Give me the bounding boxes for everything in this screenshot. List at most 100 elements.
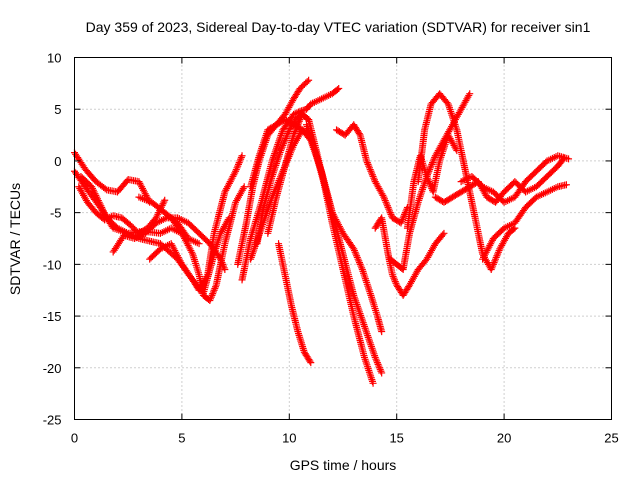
data-point xyxy=(381,197,389,205)
data-point xyxy=(446,106,454,114)
data-point xyxy=(355,257,363,265)
data-point xyxy=(307,359,315,367)
data-point xyxy=(262,131,270,139)
data-point xyxy=(494,250,502,258)
data-point xyxy=(565,155,573,163)
data-point xyxy=(282,133,290,141)
data-point xyxy=(361,273,369,281)
y-tick-label: -20 xyxy=(43,361,62,376)
data-point xyxy=(383,202,391,210)
data-point xyxy=(294,121,302,129)
data-point xyxy=(90,188,98,196)
data-point xyxy=(355,259,363,267)
data-point xyxy=(492,255,500,263)
data-point xyxy=(427,162,435,170)
series-arc6 xyxy=(146,152,246,294)
data-point xyxy=(210,286,218,294)
data-point xyxy=(363,361,371,369)
x-tick-label: 20 xyxy=(497,431,511,446)
data-point xyxy=(291,110,299,118)
data-point xyxy=(98,203,106,211)
data-point xyxy=(366,166,374,174)
data-point xyxy=(91,190,99,198)
y-tick-label: 10 xyxy=(47,51,61,66)
data-point xyxy=(284,129,292,137)
data-point xyxy=(293,122,301,130)
y-tick-label: 0 xyxy=(54,154,61,169)
data-point xyxy=(376,364,384,372)
data-point xyxy=(440,229,448,237)
data-point xyxy=(235,159,243,167)
data-point xyxy=(367,372,375,380)
data-point xyxy=(283,131,291,139)
data-point xyxy=(392,279,400,287)
series-arc15 xyxy=(275,240,315,367)
data-point xyxy=(425,178,433,186)
y-axis-label: SDTVAR / TECUs xyxy=(7,183,23,295)
data-point xyxy=(369,172,377,180)
data-point xyxy=(416,193,424,201)
data-point xyxy=(233,164,241,172)
data-point xyxy=(447,109,455,117)
data-point xyxy=(362,277,370,285)
data-point xyxy=(207,295,215,303)
data-point xyxy=(371,176,379,184)
data-point xyxy=(364,363,372,371)
data-point xyxy=(280,140,288,148)
data-point xyxy=(208,291,216,299)
data-point xyxy=(123,177,131,185)
data-point xyxy=(234,162,242,170)
series-arc20 xyxy=(403,131,461,232)
data-point xyxy=(231,169,239,177)
data-point xyxy=(426,181,434,189)
data-points xyxy=(71,76,573,387)
data-point xyxy=(419,184,427,192)
data-point xyxy=(367,167,375,175)
data-point xyxy=(365,164,373,172)
data-point xyxy=(352,250,360,258)
data-point xyxy=(100,209,108,217)
data-point xyxy=(362,359,370,367)
data-point xyxy=(203,272,211,280)
data-point xyxy=(379,191,387,199)
data-point xyxy=(207,293,215,301)
x-tick-label: 0 xyxy=(71,431,78,446)
series-arc23 xyxy=(479,181,570,263)
data-point xyxy=(238,152,246,160)
x-tick-label: 5 xyxy=(178,431,185,446)
data-point xyxy=(239,185,247,193)
data-point xyxy=(390,274,398,282)
y-tick-label: -15 xyxy=(43,309,62,324)
y-tick-label: 5 xyxy=(54,102,61,117)
data-point xyxy=(237,153,245,161)
data-point xyxy=(398,216,406,224)
data-point xyxy=(355,130,363,138)
data-point xyxy=(426,179,434,187)
x-axis-label: GPS time / hours xyxy=(290,457,397,473)
data-point xyxy=(373,357,381,365)
data-point xyxy=(211,284,219,292)
data-point xyxy=(368,169,376,177)
data-point xyxy=(357,262,365,270)
data-point xyxy=(366,370,374,378)
data-point xyxy=(303,78,311,86)
data-point xyxy=(391,278,399,286)
y-tick-label: -10 xyxy=(43,257,62,272)
data-point xyxy=(280,138,288,146)
data-point xyxy=(93,193,101,201)
data-point xyxy=(426,166,434,174)
data-point xyxy=(375,362,383,370)
data-point xyxy=(353,253,361,261)
data-point xyxy=(378,328,386,336)
data-point xyxy=(365,162,373,170)
data-point xyxy=(296,116,304,124)
data-point xyxy=(236,157,244,165)
data-point xyxy=(495,247,503,255)
data-point xyxy=(417,191,425,199)
data-point xyxy=(493,252,501,260)
data-point xyxy=(368,376,376,384)
data-point xyxy=(358,264,366,272)
data-point xyxy=(356,260,364,268)
series-arc24 xyxy=(457,152,573,206)
